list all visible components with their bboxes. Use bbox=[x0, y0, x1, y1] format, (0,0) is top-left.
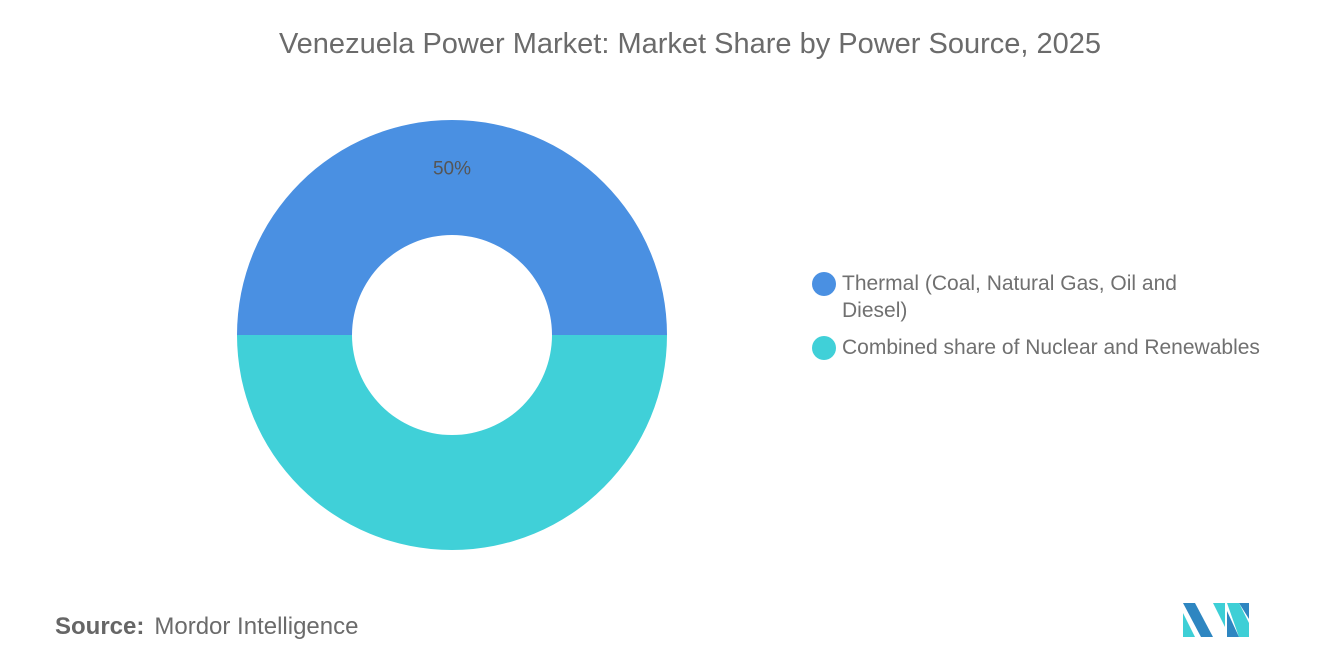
source-value: Mordor Intelligence bbox=[154, 613, 359, 640]
donut-slice-1 bbox=[237, 335, 667, 550]
legend-swatch-thermal bbox=[812, 272, 836, 296]
legend-item-nuclear-renewables: Combined share of Nuclear and Renewables bbox=[812, 334, 1292, 361]
donut-slice-0 bbox=[237, 120, 667, 335]
legend-label: Thermal (Coal, Natural Gas, Oil and Dies… bbox=[842, 272, 1177, 322]
legend-label: Combined share of Nuclear and Renewables bbox=[842, 336, 1260, 359]
source-note: Source: Mordor Intelligence bbox=[55, 613, 358, 641]
mordor-intelligence-logo bbox=[1183, 603, 1249, 637]
data-label-0: 50% bbox=[433, 159, 471, 180]
source-label: Source: bbox=[55, 613, 145, 640]
legend: Thermal (Coal, Natural Gas, Oil and Dies… bbox=[812, 270, 1292, 371]
chart-title: Venezuela Power Market: Market Share by … bbox=[278, 28, 1102, 60]
legend-swatch-nuclear-renewables bbox=[812, 336, 836, 360]
legend-item-thermal: Thermal (Coal, Natural Gas, Oil and Dies… bbox=[812, 270, 1292, 324]
